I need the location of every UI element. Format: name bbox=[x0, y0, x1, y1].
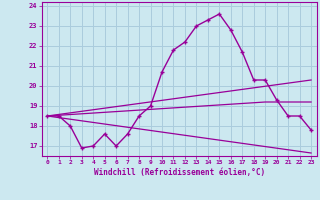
X-axis label: Windchill (Refroidissement éolien,°C): Windchill (Refroidissement éolien,°C) bbox=[94, 168, 265, 177]
